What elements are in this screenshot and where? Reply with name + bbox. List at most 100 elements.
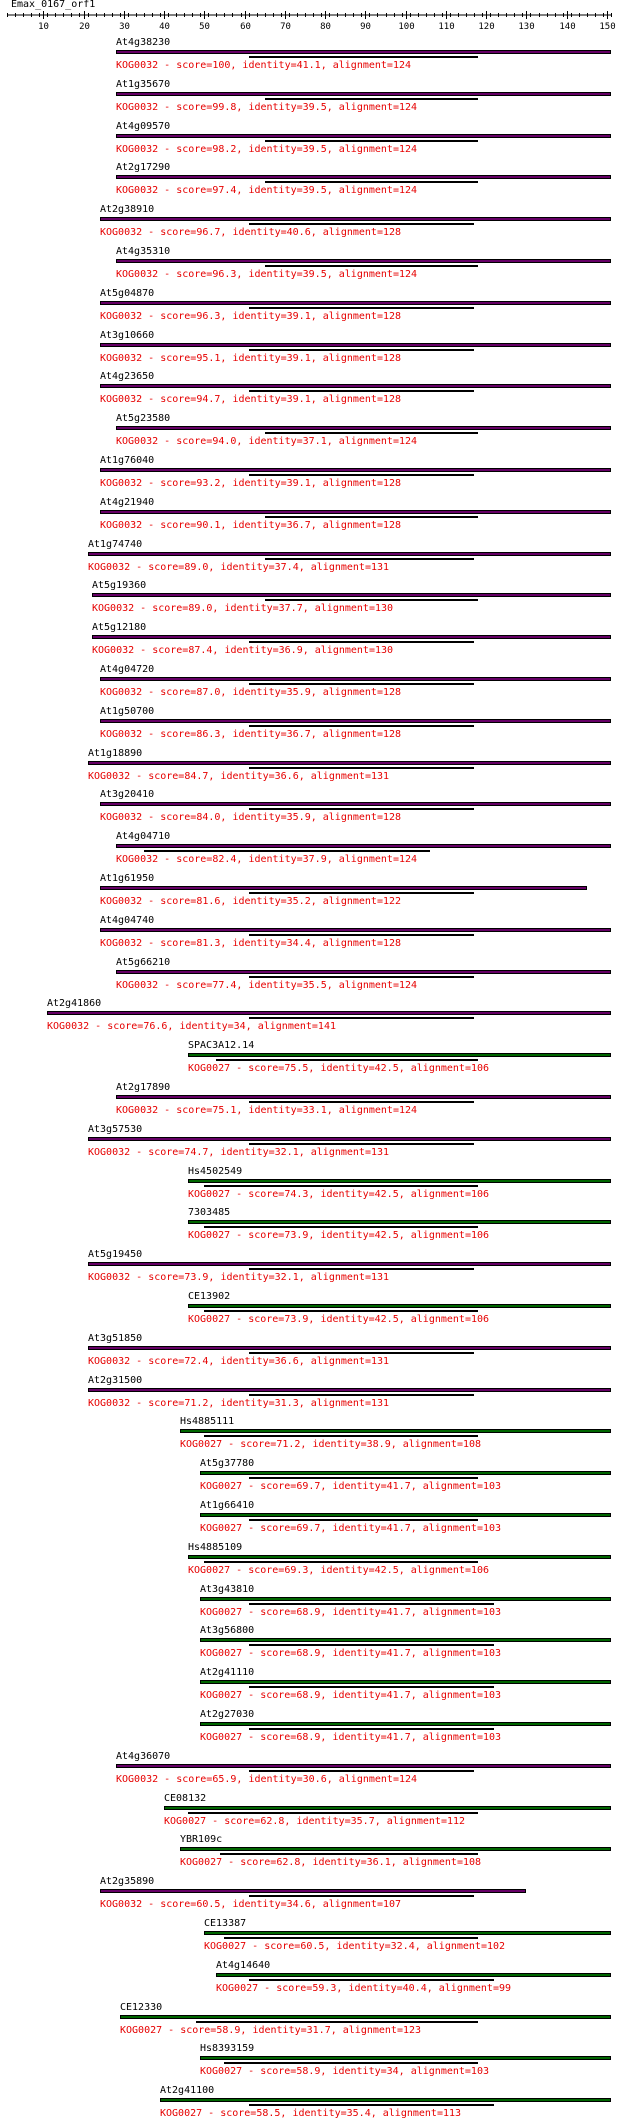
hit-score-label: KOG0032 - score=65.9, identity=30.6, ali… [116, 1773, 418, 1785]
position-ruler: 10 20 30 40 50 60 70 80 90 100 110 120 130 140 150 [7, 11, 616, 30]
hit-name-label: At5g04870 [100, 287, 155, 299]
hit-score-label: KOG0032 - score=82.4, identity=37.9, ali… [116, 854, 418, 866]
hit-segment-line [220, 1853, 478, 1856]
hit-score-label: KOG0032 - score=60.5, identity=34.6, ali… [100, 1899, 402, 1911]
ruler-tick-label: 150 [599, 22, 615, 30]
hit-segment-line [249, 641, 474, 644]
hit-alignment-bar [88, 760, 611, 765]
hit-score-label: KOG0032 - score=87.4, identity=36.9, ali… [92, 645, 394, 657]
hit-score-label: KOG0027 - score=68.9, identity=41.7, ali… [200, 1648, 502, 1660]
hit-row: At3g20410 KOG0032 - score=84.0, identity=… [0, 790, 620, 832]
hit-row: At2g38910 KOG0032 - score=96.7, identity=… [0, 205, 620, 247]
hit-name-label: At5g19360 [92, 580, 147, 592]
hit-segment-line [249, 1142, 474, 1145]
hit-alignment-bar [200, 1722, 611, 1726]
hit-segment-line [249, 474, 474, 476]
hit-name-label: Hs4885111 [180, 1416, 235, 1428]
hit-row: CE13387 KOG0027 - score=60.5, identity=32… [0, 1919, 620, 1961]
hit-name-label: At3g10660 [100, 329, 155, 341]
hit-name-label: At5g12180 [92, 622, 147, 634]
hit-row: At5g19450 KOG0032 - score=73.9, identity=… [0, 1250, 620, 1292]
hit-row: At5g37780 KOG0027 - score=69.7, identity=… [0, 1459, 620, 1501]
hit-name-label: At4g04740 [100, 914, 155, 926]
hit-score-label: KOG0032 - score=87.0, identity=35.9, ali… [100, 687, 402, 698]
hit-name-label: At2g41110 [200, 1667, 255, 1679]
hit-name-label: At4g14640 [216, 1959, 271, 1971]
hit-name-label: At2g27030 [200, 1709, 255, 1720]
hit-score-label: KOG0032 - score=93.2, identity=39.1, ali… [100, 478, 402, 489]
hit-alignment-bar [100, 384, 611, 389]
hit-alignment-bar [116, 844, 611, 849]
hit-alignment-bar [200, 1680, 611, 1685]
hit-row: At2g41110 KOG0027 - score=68.9, identity=… [0, 1668, 620, 1710]
hit-name-label: At5g19450 [88, 1249, 143, 1261]
hit-score-label: KOG0032 - score=71.2, identity=31.3, ali… [88, 1397, 390, 1409]
hit-row: At3g57530 KOG0032 - score=74.7, identity=… [0, 1124, 620, 1167]
hit-segment-line [249, 2104, 494, 2107]
hit-segment-line [249, 975, 474, 978]
hit-alignment-bar [188, 1304, 611, 1308]
hit-segment-line [249, 1728, 494, 1730]
hit-alignment-bar [200, 2056, 611, 2061]
hit-alignment-bar [100, 509, 611, 514]
ruler-tick-label: 60 [240, 22, 251, 30]
hit-segment-line [204, 1226, 478, 1229]
hit-name-label: CE13902 [188, 1291, 231, 1302]
hit-alignment-bar [88, 1345, 611, 1350]
hit-name-label: At2g41860 [47, 998, 102, 1010]
hit-alignment-bar [100, 718, 611, 723]
hit-segment-line [249, 1602, 494, 1605]
hit-name-label: At4g36070 [116, 1750, 171, 1762]
hit-name-label: Hs4502549 [188, 1165, 243, 1177]
hit-score-label: KOG0027 - score=58.5, identity=35.4, ali… [160, 2108, 462, 2120]
ruler-tick-label: 40 [159, 22, 170, 30]
hit-segment-line [249, 892, 474, 894]
hit-segment-line [249, 1017, 474, 1020]
hit-segment-line [249, 348, 474, 351]
hit-alignment-bar [116, 175, 611, 180]
ruler-tick-label: 90 [360, 22, 371, 30]
hit-alignment-bar [92, 593, 611, 598]
hit-segment-line [265, 432, 478, 435]
hit-score-label: KOG0032 - score=96.7, identity=40.6, ali… [100, 227, 402, 239]
hit-alignment-bar [188, 1554, 611, 1559]
hit-name-label: Hs4885109 [188, 1541, 243, 1553]
hit-name-label: At2g31500 [88, 1374, 143, 1386]
hit-alignment-bar [116, 426, 611, 431]
hit-alignment-bar [116, 1763, 611, 1768]
hit-alignment-bar [188, 1220, 611, 1225]
hit-row: At1g74740 KOG0032 - score=89.0, identity=… [0, 539, 620, 582]
hit-score-label: KOG0032 - score=89.0, identity=37.7, ali… [92, 603, 394, 615]
hit-segment-line [265, 97, 478, 100]
hit-segment-line [188, 1811, 478, 1814]
hit-alignment-bar [200, 1471, 611, 1476]
hit-name-label: At4g09570 [116, 120, 171, 132]
hit-name-label: At4g35310 [116, 246, 171, 257]
hit-score-label: KOG0032 - score=72.4, identity=36.6, ali… [88, 1355, 390, 1367]
hit-score-label: KOG0027 - score=69.7, identity=41.7, ali… [200, 1481, 502, 1493]
hit-segment-line [204, 1435, 478, 1438]
hit-segment-line [249, 1686, 494, 1689]
hit-score-label: KOG0032 - score=90.1, identity=36.7, ali… [100, 519, 402, 531]
hit-segment-line [265, 599, 478, 602]
hit-score-label: KOG0032 - score=86.3, identity=36.7, ali… [100, 728, 402, 740]
hit-segment-line [216, 1059, 478, 1062]
hit-segment-line [265, 181, 478, 184]
hit-segment-line [249, 933, 474, 936]
hit-row: At5g66210 KOG0032 - score=77.4, identity=… [0, 957, 620, 1000]
hit-row: At4g35310 KOG0032 - score=96.3, identity=… [0, 247, 620, 289]
hit-row: At4g23650 KOG0032 - score=94.7, identity=… [0, 372, 620, 414]
hit-name-label: CE08132 [164, 1792, 207, 1804]
hit-score-label: KOG0032 - score=77.4, identity=35.5, ali… [116, 979, 418, 991]
hit-score-label: KOG0027 - score=73.9, identity=42.5, ali… [188, 1230, 490, 1242]
hit-name-label: At1g50700 [100, 705, 155, 717]
hit-row: CE12330 KOG0027 - score=58.9, identity=31… [0, 2001, 620, 2045]
hit-alignment-bar [100, 217, 611, 222]
hit-alignment-bar [116, 969, 611, 974]
hit-row: 7303485 KOG0027 - score=73.9, identity=42… [0, 1208, 620, 1250]
hit-row: At4g21940 KOG0032 - score=90.1, identity=… [0, 497, 620, 540]
hit-segment-line [265, 265, 478, 267]
hit-name-label: At3g43810 [200, 1583, 255, 1595]
hit-row: Hs4885111 KOG0027 - score=71.2, identity=… [0, 1417, 620, 1459]
hit-name-label: CE12330 [120, 2001, 163, 2013]
